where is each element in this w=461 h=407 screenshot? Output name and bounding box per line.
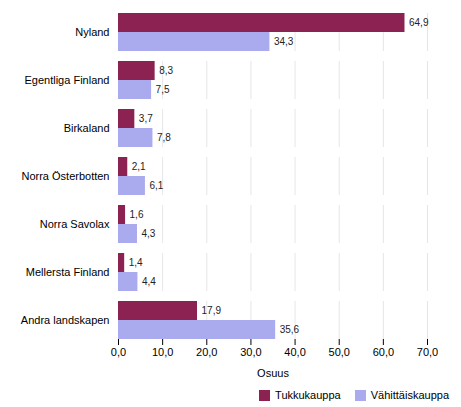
html-text:Vähittäiskauppa: Vähittäiskauppa	[370, 389, 449, 401]
svg-text:6,1: 6,1	[149, 180, 163, 191]
svg-text:Birkaland: Birkaland	[64, 122, 110, 134]
svg-text:2,1: 2,1	[132, 161, 146, 172]
svg-text:Egentliga Finland: Egentliga Finland	[24, 74, 109, 86]
svg-text:Nyland: Nyland	[75, 26, 109, 38]
svg-text:20,0: 20,0	[196, 346, 217, 358]
svg-text:3,7: 3,7	[139, 113, 153, 124]
svg-text:4,4: 4,4	[142, 276, 156, 287]
svg-text:40,0: 40,0	[284, 346, 305, 358]
svg-text:70,0: 70,0	[417, 346, 438, 358]
svg-text:35,6: 35,6	[280, 324, 300, 335]
svg-text:0,0: 0,0	[111, 346, 126, 358]
svg-text:8,3: 8,3	[159, 65, 173, 76]
svg-text:50,0: 50,0	[329, 346, 350, 358]
svg-text:60,0: 60,0	[373, 346, 394, 358]
svg-text:1,6: 1,6	[130, 209, 144, 220]
svg-text:34,3: 34,3	[274, 36, 294, 47]
svg-text:30,0: 30,0	[240, 346, 261, 358]
svg-text:10,0: 10,0	[152, 346, 173, 358]
svg-text:Norra Savolax: Norra Savolax	[40, 218, 110, 230]
svg-text:64,9: 64,9	[409, 17, 429, 28]
svg-text:Andra landskapen: Andra landskapen	[21, 314, 110, 326]
svg-text:7,8: 7,8	[157, 132, 171, 143]
svg-text:Norra Österbotten: Norra Österbotten	[21, 170, 109, 182]
svg-text:Mellersta Finland: Mellersta Finland	[26, 266, 110, 278]
svg-text:1,4: 1,4	[129, 257, 143, 268]
svg-text:Osuus: Osuus	[257, 367, 289, 379]
svg-text:17,9: 17,9	[202, 305, 222, 316]
svg-text:7,5: 7,5	[156, 84, 170, 95]
svg-text:4,3: 4,3	[141, 228, 155, 239]
html-text:Tukkukauppa: Tukkukauppa	[275, 389, 341, 401]
